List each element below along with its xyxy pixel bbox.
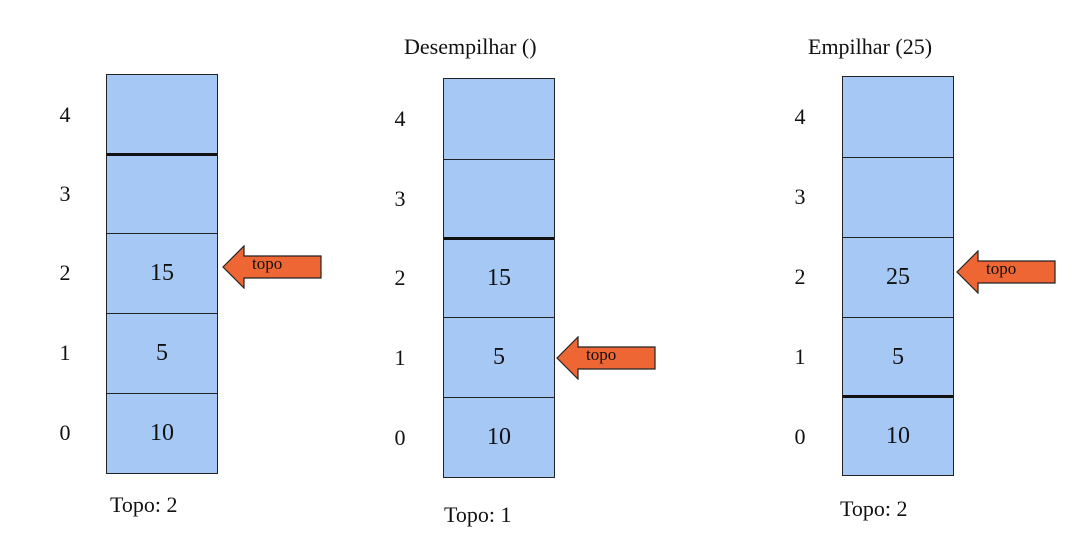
arrow-label: topo xyxy=(586,345,617,364)
index-label: 4 xyxy=(59,102,71,127)
stack-cell: 15 xyxy=(107,233,217,313)
arrow-left-icon xyxy=(222,245,322,289)
stack-cell: 5 xyxy=(843,317,953,397)
top-pointer-arrow: topo xyxy=(222,245,322,289)
stack-cell xyxy=(444,79,554,159)
index-label: 1 xyxy=(394,345,406,370)
index-label: 4 xyxy=(794,104,806,129)
index-label: 2 xyxy=(59,260,71,285)
stack-panel-initial: 4 3 2 1 0 15 5 10 topo Topo: 2 xyxy=(0,0,322,552)
stack-cell xyxy=(444,159,554,239)
stack-column: 25 5 10 xyxy=(842,76,954,476)
top-value-caption: Topo: 1 xyxy=(444,502,512,527)
index-label: 3 xyxy=(59,181,71,206)
stack-cell xyxy=(107,75,217,155)
stack-cell: 5 xyxy=(107,313,217,393)
stack-cell xyxy=(843,77,953,157)
index-label: 3 xyxy=(394,186,406,211)
stack-column: 15 5 10 xyxy=(106,74,218,474)
stack-cell: 5 xyxy=(444,317,554,397)
operation-title: Desempilhar () xyxy=(404,34,537,59)
stack-cell xyxy=(107,153,217,233)
index-label: 2 xyxy=(794,264,806,289)
stack-cell: 10 xyxy=(107,393,217,473)
index-label: 1 xyxy=(794,344,806,369)
stack-column: 15 5 10 xyxy=(443,78,555,478)
index-label: 3 xyxy=(794,184,806,209)
stack-cell xyxy=(843,157,953,237)
top-value-caption: Topo: 2 xyxy=(110,492,178,517)
index-label: 2 xyxy=(394,265,406,290)
index-label: 0 xyxy=(394,425,406,450)
top-pointer-arrow: topo xyxy=(956,250,1056,294)
arrow-label: topo xyxy=(986,259,1017,278)
arrow-left-icon xyxy=(956,250,1056,294)
index-label: 0 xyxy=(59,420,71,445)
arrow-label: topo xyxy=(252,254,283,273)
index-label: 0 xyxy=(794,424,806,449)
arrow-left-icon xyxy=(556,336,656,380)
index-label: 4 xyxy=(394,106,406,131)
stack-panel-pop: Desempilhar () 4 3 2 1 0 15 5 10 topo To… xyxy=(390,0,710,552)
operation-title: Empilhar (25) xyxy=(808,34,933,59)
stack-cell: 10 xyxy=(444,397,554,477)
stack-cell: 15 xyxy=(444,237,554,317)
top-value-caption: Topo: 2 xyxy=(840,496,908,521)
index-label: 1 xyxy=(59,340,71,365)
stack-cell: 25 xyxy=(843,237,953,317)
stack-panel-push: Empilhar (25) 4 3 2 1 0 25 5 10 topo Top… xyxy=(790,0,1086,552)
top-pointer-arrow: topo xyxy=(556,336,656,380)
stack-cell: 10 xyxy=(843,395,953,475)
